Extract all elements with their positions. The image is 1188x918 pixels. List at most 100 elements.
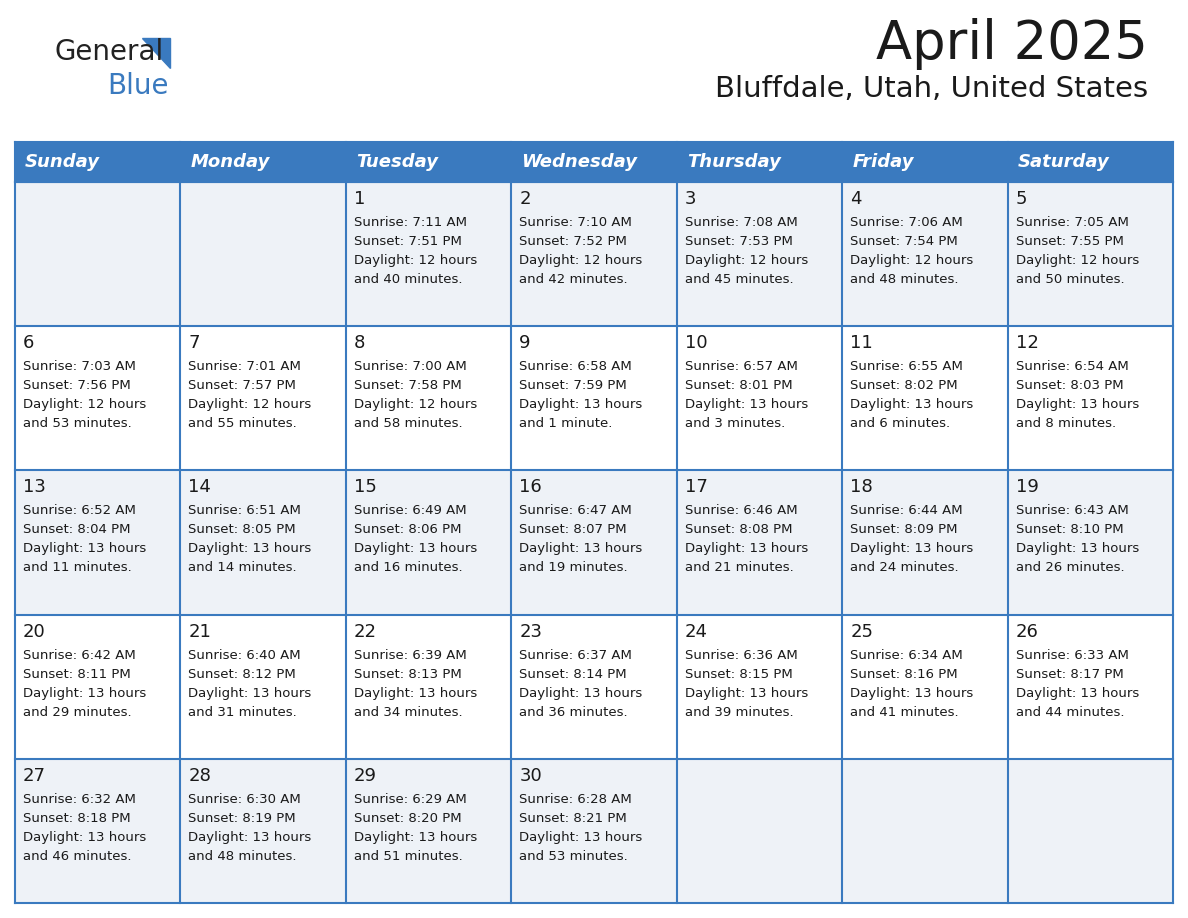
Bar: [181, 614, 346, 759]
Text: 6: 6: [23, 334, 34, 353]
Text: Sunrise: 7:11 AM: Sunrise: 7:11 AM: [354, 216, 467, 229]
Text: and 34 minutes.: and 34 minutes.: [354, 706, 462, 719]
Text: Sunrise: 6:52 AM: Sunrise: 6:52 AM: [23, 504, 135, 518]
Text: and 8 minutes.: and 8 minutes.: [1016, 417, 1116, 431]
Text: Sunset: 8:02 PM: Sunset: 8:02 PM: [851, 379, 958, 392]
Bar: [181, 182, 346, 326]
Text: Sunset: 8:04 PM: Sunset: 8:04 PM: [23, 523, 131, 536]
Bar: [842, 326, 1007, 470]
Text: Sunday: Sunday: [25, 153, 100, 171]
Bar: [842, 142, 1007, 182]
Text: Sunrise: 6:55 AM: Sunrise: 6:55 AM: [851, 360, 963, 374]
Text: 4: 4: [851, 190, 861, 208]
Text: Sunset: 7:57 PM: Sunset: 7:57 PM: [189, 379, 296, 392]
Text: Daylight: 12 hours: Daylight: 12 hours: [189, 398, 311, 411]
Text: Sunset: 8:01 PM: Sunset: 8:01 PM: [684, 379, 792, 392]
Text: Daylight: 13 hours: Daylight: 13 hours: [23, 687, 146, 700]
Text: Sunrise: 6:49 AM: Sunrise: 6:49 AM: [354, 504, 467, 518]
Text: Sunset: 8:03 PM: Sunset: 8:03 PM: [1016, 379, 1123, 392]
Bar: [677, 142, 842, 182]
Text: Sunset: 8:21 PM: Sunset: 8:21 PM: [519, 812, 627, 824]
Text: Sunrise: 6:44 AM: Sunrise: 6:44 AM: [851, 504, 962, 518]
Bar: [15, 182, 181, 326]
Bar: [346, 142, 511, 182]
Text: Tuesday: Tuesday: [356, 153, 438, 171]
Bar: [181, 470, 346, 614]
Text: Daylight: 13 hours: Daylight: 13 hours: [354, 831, 478, 844]
Text: 11: 11: [851, 334, 873, 353]
Text: Daylight: 12 hours: Daylight: 12 hours: [519, 254, 643, 267]
Bar: [842, 470, 1007, 614]
Text: Sunrise: 6:32 AM: Sunrise: 6:32 AM: [23, 793, 135, 806]
Text: April 2025: April 2025: [876, 18, 1148, 70]
Text: and 51 minutes.: and 51 minutes.: [354, 850, 462, 863]
Text: Daylight: 13 hours: Daylight: 13 hours: [851, 543, 973, 555]
Text: Bluffdale, Utah, United States: Bluffdale, Utah, United States: [715, 75, 1148, 103]
Text: and 58 minutes.: and 58 minutes.: [354, 417, 462, 431]
Text: Sunset: 8:14 PM: Sunset: 8:14 PM: [519, 667, 627, 680]
Text: 24: 24: [684, 622, 708, 641]
Bar: [1007, 142, 1173, 182]
Text: Daylight: 13 hours: Daylight: 13 hours: [519, 543, 643, 555]
Text: Sunset: 7:51 PM: Sunset: 7:51 PM: [354, 235, 462, 248]
Bar: [1007, 326, 1173, 470]
Text: 16: 16: [519, 478, 542, 497]
Text: Daylight: 13 hours: Daylight: 13 hours: [354, 687, 478, 700]
Text: and 46 minutes.: and 46 minutes.: [23, 850, 132, 863]
Text: Sunrise: 6:42 AM: Sunrise: 6:42 AM: [23, 649, 135, 662]
Text: Daylight: 12 hours: Daylight: 12 hours: [23, 398, 146, 411]
Text: Sunset: 8:10 PM: Sunset: 8:10 PM: [1016, 523, 1123, 536]
Text: Sunrise: 6:34 AM: Sunrise: 6:34 AM: [851, 649, 963, 662]
Bar: [181, 759, 346, 903]
Text: Monday: Monday: [190, 153, 270, 171]
Text: Daylight: 12 hours: Daylight: 12 hours: [354, 254, 478, 267]
Bar: [511, 142, 677, 182]
Bar: [15, 470, 181, 614]
Text: and 6 minutes.: and 6 minutes.: [851, 417, 950, 431]
Text: Daylight: 12 hours: Daylight: 12 hours: [1016, 254, 1139, 267]
Text: 10: 10: [684, 334, 707, 353]
Text: 7: 7: [189, 334, 200, 353]
Bar: [842, 614, 1007, 759]
Text: and 39 minutes.: and 39 minutes.: [684, 706, 794, 719]
Text: and 16 minutes.: and 16 minutes.: [354, 562, 462, 575]
Text: and 31 minutes.: and 31 minutes.: [189, 706, 297, 719]
Text: 20: 20: [23, 622, 46, 641]
Bar: [15, 142, 181, 182]
Text: Friday: Friday: [852, 153, 914, 171]
Text: and 53 minutes.: and 53 minutes.: [519, 850, 628, 863]
Text: and 36 minutes.: and 36 minutes.: [519, 706, 628, 719]
Text: and 26 minutes.: and 26 minutes.: [1016, 562, 1124, 575]
Text: Sunset: 8:06 PM: Sunset: 8:06 PM: [354, 523, 461, 536]
Text: Sunrise: 6:57 AM: Sunrise: 6:57 AM: [684, 360, 797, 374]
Text: and 44 minutes.: and 44 minutes.: [1016, 706, 1124, 719]
Text: and 48 minutes.: and 48 minutes.: [189, 850, 297, 863]
Bar: [15, 326, 181, 470]
Text: Sunrise: 6:39 AM: Sunrise: 6:39 AM: [354, 649, 467, 662]
Text: Sunset: 8:09 PM: Sunset: 8:09 PM: [851, 523, 958, 536]
Text: Daylight: 13 hours: Daylight: 13 hours: [189, 831, 311, 844]
Text: 28: 28: [189, 767, 211, 785]
Text: Sunset: 8:08 PM: Sunset: 8:08 PM: [684, 523, 792, 536]
Text: 25: 25: [851, 622, 873, 641]
Bar: [1007, 182, 1173, 326]
Text: Sunrise: 7:01 AM: Sunrise: 7:01 AM: [189, 360, 302, 374]
Text: 5: 5: [1016, 190, 1028, 208]
Text: 8: 8: [354, 334, 365, 353]
Text: 29: 29: [354, 767, 377, 785]
Text: 27: 27: [23, 767, 46, 785]
Bar: [511, 759, 677, 903]
Bar: [1007, 759, 1173, 903]
Text: Sunrise: 7:05 AM: Sunrise: 7:05 AM: [1016, 216, 1129, 229]
Text: Sunset: 7:52 PM: Sunset: 7:52 PM: [519, 235, 627, 248]
Text: Sunset: 8:19 PM: Sunset: 8:19 PM: [189, 812, 296, 824]
Text: Sunrise: 6:43 AM: Sunrise: 6:43 AM: [1016, 504, 1129, 518]
Text: 2: 2: [519, 190, 531, 208]
Text: Sunrise: 7:10 AM: Sunrise: 7:10 AM: [519, 216, 632, 229]
Text: Sunrise: 6:29 AM: Sunrise: 6:29 AM: [354, 793, 467, 806]
Text: Daylight: 12 hours: Daylight: 12 hours: [684, 254, 808, 267]
Text: 3: 3: [684, 190, 696, 208]
Text: Sunset: 8:13 PM: Sunset: 8:13 PM: [354, 667, 462, 680]
Text: Daylight: 13 hours: Daylight: 13 hours: [519, 398, 643, 411]
Text: Sunset: 8:17 PM: Sunset: 8:17 PM: [1016, 667, 1124, 680]
